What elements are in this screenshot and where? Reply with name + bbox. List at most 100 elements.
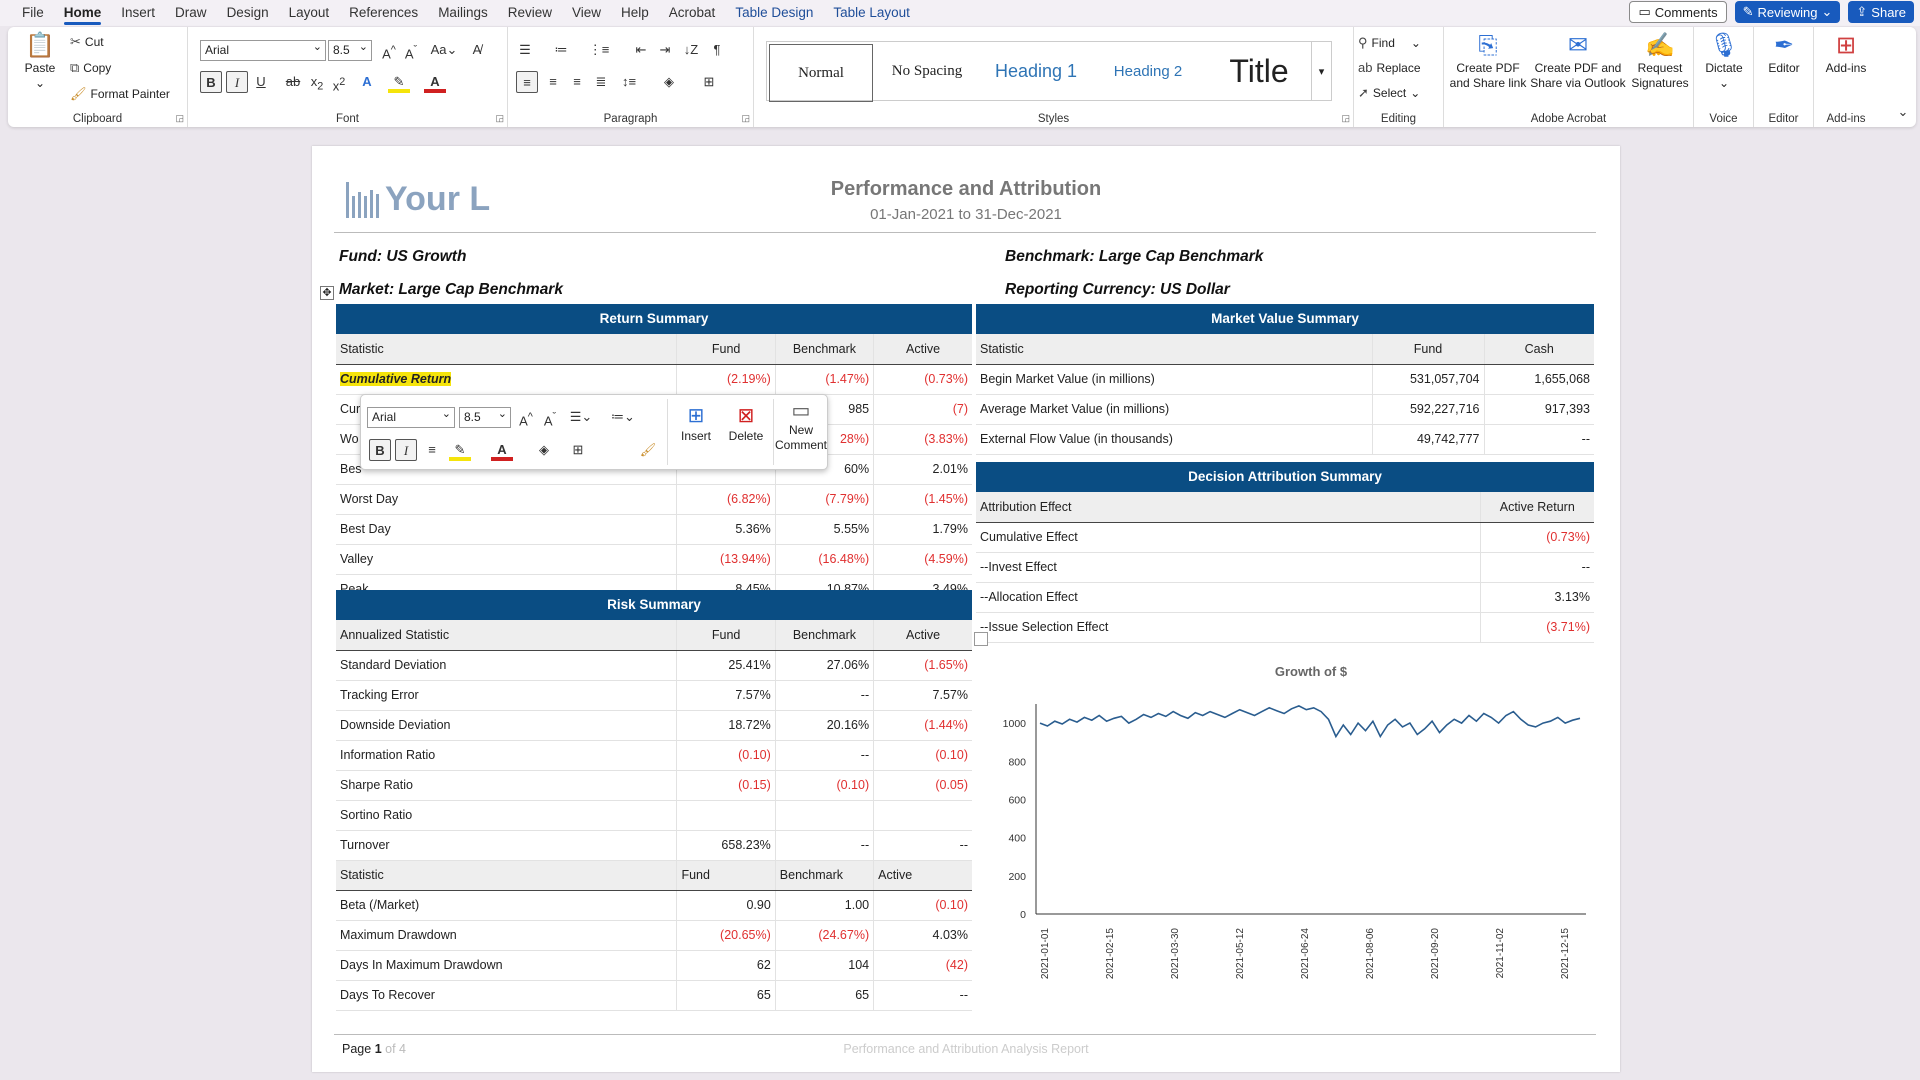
table-cell[interactable]: (7.79%) [774,484,874,515]
share-button[interactable]: ⇪ Share [1848,1,1914,23]
addins-button[interactable]: ⊞ Add-ins [1818,31,1874,76]
table-cell[interactable]: -- [873,830,972,861]
line-spacing-icon[interactable]: ↕≡ [621,74,637,89]
column-header[interactable]: Active [873,334,972,365]
menu-tab-draw[interactable]: Draw [175,5,207,20]
mini-highlight-icon[interactable]: ✎ [449,439,471,461]
table-cell[interactable]: -- [1483,424,1594,455]
mini-font-name-select[interactable]: Arial [367,405,455,428]
shrink-font-icon[interactable]: Aˇ [404,44,418,62]
grow-font-icon[interactable]: A^ [382,44,396,62]
table-cell[interactable]: (42) [873,950,972,981]
request-signatures-button[interactable]: ✍ Request Signatures [1628,31,1692,91]
table-cell[interactable]: Best Day [336,514,677,545]
table-cell[interactable]: -- [774,830,874,861]
table-cell[interactable]: Turnover [336,830,677,861]
mini-align-center-icon[interactable]: ≡ [428,442,436,457]
table-cell[interactable]: 2.01% [873,454,972,485]
collapse-ribbon-icon[interactable]: ⌄ [1897,104,1909,119]
table-cell[interactable]: Cumulative Effect [976,522,1480,553]
table-cell[interactable]: 7.57% [873,680,972,711]
style-title[interactable]: Title [1229,52,1289,89]
menu-tab-mailings[interactable]: Mailings [438,5,488,20]
table-cell[interactable]: (0.73%) [873,364,972,395]
table-cell[interactable]: 592,227,716 [1371,394,1484,425]
table-cell[interactable]: Maximum Drawdown [336,920,677,951]
table-cell[interactable]: Beta (/Market) [336,890,677,921]
table-cell[interactable]: --Invest Effect [976,552,1480,583]
table-cell[interactable]: (4.59%) [873,544,972,575]
table-cell[interactable]: 0.90 [676,890,776,921]
mini-grow-font-icon[interactable]: A^ [519,411,533,429]
reviewing-button[interactable]: ✎ Reviewing ⌄ [1734,1,1841,23]
style-normal[interactable]: Normal [769,44,873,102]
table-cell[interactable]: (0.05) [873,770,972,801]
table-cell[interactable]: Information Ratio [336,740,677,771]
table-cell[interactable]: 65 [774,980,874,1011]
menu-tab-table-layout[interactable]: Table Layout [833,5,910,20]
mini-insert-button[interactable]: ⊞ Insert [671,403,721,444]
table-cell[interactable]: (16.48%) [774,544,874,575]
menu-tab-design[interactable]: Design [226,5,269,20]
style-heading-1[interactable]: Heading 1 [994,60,1078,81]
menu-tab-help[interactable]: Help [621,5,649,20]
increase-indent-icon[interactable]: ⇥ [659,42,671,57]
table-cell[interactable]: (20.65%) [676,920,776,951]
superscript-button[interactable]: x2 [332,76,346,94]
table-cell[interactable]: 7.57% [676,680,776,711]
table-cell[interactable]: (24.67%) [774,920,874,951]
column-header[interactable]: Statistic [976,334,1372,365]
sort-icon[interactable]: ↓Z [683,42,699,57]
borders-icon[interactable]: ⊞ [703,74,715,89]
font-size-select[interactable]: 8.5 [328,38,372,61]
table-cell[interactable] [676,800,776,831]
table-cell[interactable]: Valley [336,544,677,575]
clear-format-icon[interactable]: A̸ [472,42,482,57]
table-cell[interactable]: Standard Deviation [336,650,677,681]
underline-button[interactable]: U [256,74,266,89]
table-cell[interactable]: (2.19%) [676,364,776,395]
align-center-icon[interactable]: ≡ [549,74,557,89]
style-heading-2[interactable]: Heading 2 [1113,62,1183,80]
menu-tab-references[interactable]: References [349,5,419,20]
table-cell[interactable]: 8.45% [676,574,776,590]
table-cell[interactable]: (1.47%) [774,364,874,395]
table-move-handle-icon[interactable]: ✥ [320,286,334,300]
column-header[interactable]: Statistic [336,334,677,365]
table-cell[interactable]: Peak [336,574,677,590]
table-cell[interactable]: 917,393 [1483,394,1594,425]
table-cell[interactable]: --Issue Selection Effect [976,612,1480,643]
table-cell[interactable]: (1.44%) [873,710,972,741]
table-cell[interactable]: 4.03% [873,920,972,951]
table-cell[interactable]: 18.72% [676,710,776,741]
style-no-spacing[interactable]: No Spacing [891,62,963,79]
table-cell[interactable]: Days To Recover [336,980,677,1011]
column-header[interactable]: Cash [1483,334,1594,365]
comments-button[interactable]: ▭ Comments [1629,1,1727,23]
mini-new-comment-button[interactable]: ▭ New Comment [775,400,828,452]
table-resize-handle[interactable] [974,632,988,646]
mini-delete-button[interactable]: ⊠ Delete [721,403,771,444]
table-cell[interactable]: External Flow Value (in thousands) [976,424,1372,455]
italic-button[interactable]: I [226,71,248,93]
table-cell[interactable]: 1.79% [873,514,972,545]
table-cell[interactable] [774,800,874,831]
mini-borders-icon[interactable]: ⊞ [572,442,584,457]
table-cell[interactable]: (3.83%) [873,424,972,455]
numbering-icon[interactable]: ≔ [554,42,568,57]
table-cell[interactable]: (0.15) [676,770,776,801]
change-case-icon[interactable]: Aa⌄ [430,42,458,57]
mini-bullets-icon[interactable]: ☰⌄ [569,409,593,424]
menu-tab-layout[interactable]: Layout [288,5,330,20]
column-header[interactable]: Attribution Effect [976,492,1480,523]
table-cell[interactable]: 49,742,777 [1371,424,1484,455]
column-header[interactable]: Annualized Statistic [336,620,677,651]
table-cell[interactable]: (7) [873,394,972,425]
table-cell[interactable]: (0.10) [873,740,972,771]
menu-tab-home[interactable]: Home [54,0,112,26]
dialog-launcher-icon[interactable]: ◲ [175,113,184,123]
table-cell[interactable]: -- [774,740,874,771]
column-header[interactable]: Active [873,860,972,891]
table-cell[interactable] [873,800,972,831]
table-cell[interactable]: (0.73%) [1479,522,1594,553]
